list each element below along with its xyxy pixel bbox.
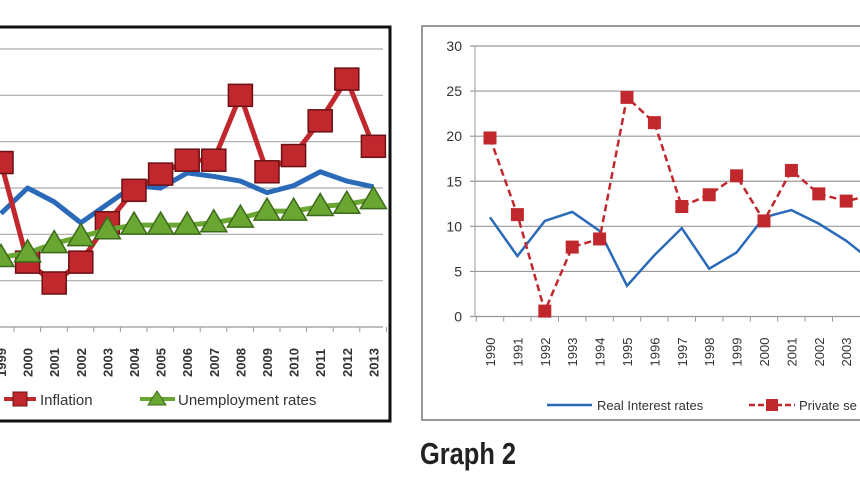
x-tick-label: 2005 [154, 348, 169, 377]
x-tick-label: 1999 [0, 348, 9, 377]
private-sector-marker [784, 163, 798, 177]
unemployment-marker [359, 185, 388, 210]
legend-unemployment-marker [147, 390, 167, 406]
legend-inflation-label: Inflation [40, 392, 93, 409]
x-tick-label: 2002 [74, 348, 89, 377]
y-tick-label: 0 [454, 309, 462, 325]
inflation-marker [147, 162, 174, 186]
x-tick-label: 2013 [366, 348, 381, 377]
private-sector-marker [730, 169, 744, 183]
private-sector-marker [538, 304, 552, 318]
unemployment-marker [226, 203, 255, 228]
unemployment-marker [305, 192, 335, 217]
unemployment-marker [279, 196, 308, 221]
y-tick-label: 30 [446, 38, 462, 54]
series-line-real-interest-rates [488, 208, 860, 289]
x-tick-label: 2004 [127, 347, 142, 377]
inflation-marker [280, 143, 307, 168]
x-tick-label: 1997 [675, 338, 690, 367]
unemployment-marker [172, 210, 202, 235]
inflation-marker [201, 148, 227, 172]
y-tick-label: 10 [446, 218, 462, 234]
x-tick-label: 1992 [538, 338, 553, 367]
x-tick-label: 2003 [100, 348, 115, 377]
x-tick-label: 2001 [47, 348, 62, 377]
x-tick-label: 1999 [730, 338, 745, 367]
private-sector-marker [483, 131, 497, 145]
unemployment-marker [252, 196, 282, 221]
x-tick-label: 2006 [180, 348, 195, 377]
private-sector-marker [757, 214, 771, 228]
x-tick-label: 1998 [702, 338, 717, 367]
inflation-marker [227, 83, 254, 108]
inflation-marker [68, 250, 94, 274]
x-tick-label: 1994 [593, 338, 608, 367]
unemployment-marker [66, 222, 96, 247]
private-sector-marker [675, 199, 689, 213]
x-tick-label: 1996 [647, 338, 662, 367]
unemployment-marker [0, 243, 16, 268]
x-tick-label: 2003 [839, 338, 854, 367]
unemployment-marker [332, 189, 362, 214]
private-sector-marker [839, 194, 853, 208]
x-tick-label: 1990 [483, 338, 498, 367]
unemployment-marker [13, 238, 42, 263]
private-sector-marker [702, 188, 716, 202]
inflation-marker [254, 160, 280, 184]
unemployment-marker [39, 229, 69, 254]
x-tick-label: 2012 [340, 348, 355, 377]
x-tick-label: 2010 [287, 348, 302, 377]
private-sector-marker [565, 240, 579, 254]
series-line-private-sector [488, 94, 860, 315]
graph2-caption: Graph 2 [420, 436, 517, 471]
unemployment-marker [93, 215, 122, 240]
inflation-marker [360, 134, 387, 159]
y-tick-label: 25 [446, 83, 462, 99]
x-tick-label: 2008 [233, 348, 248, 377]
legend-unemployment-label: Unemployment rates [178, 392, 316, 409]
inflation-marker [307, 109, 333, 133]
x-tick-label: 2000 [757, 338, 772, 367]
inflation-marker [174, 148, 200, 172]
inflation-marker [121, 178, 147, 203]
x-tick-label: 1995 [620, 338, 635, 367]
unemployment-marker [119, 210, 149, 235]
x-tick-label: 2009 [260, 348, 275, 377]
inflation-marker [41, 271, 67, 295]
private-sector-marker [593, 232, 607, 246]
x-tick-label: 2000 [21, 348, 36, 377]
inflation-marker [334, 67, 360, 91]
private-sector-marker [647, 116, 661, 130]
x-tick-label: 2001 [784, 338, 799, 367]
private-sector-marker [812, 187, 826, 201]
private-sector-marker [620, 90, 634, 104]
legend-private-sector-marker [766, 399, 778, 411]
private-sector-marker [510, 208, 524, 222]
legend-private-sector-label: Private se [799, 398, 857, 413]
unemployment-marker [199, 208, 229, 233]
y-tick-label: 5 [454, 263, 462, 279]
y-tick-label: 20 [446, 128, 462, 144]
x-tick-label: 1993 [565, 338, 580, 367]
unemployment-marker [146, 210, 175, 235]
inflation-marker [0, 150, 14, 175]
legend-real-interest-label: Real Interest rates [597, 398, 704, 413]
x-tick-label: 2011 [313, 349, 328, 377]
y-tick-label: 15 [446, 173, 462, 189]
x-tick-label: 1991 [510, 338, 525, 367]
legend-inflation-marker [12, 391, 28, 407]
series-line-unnamed [0, 169, 374, 226]
x-tick-label: 2002 [812, 338, 827, 367]
x-tick-label: 2007 [207, 348, 222, 377]
